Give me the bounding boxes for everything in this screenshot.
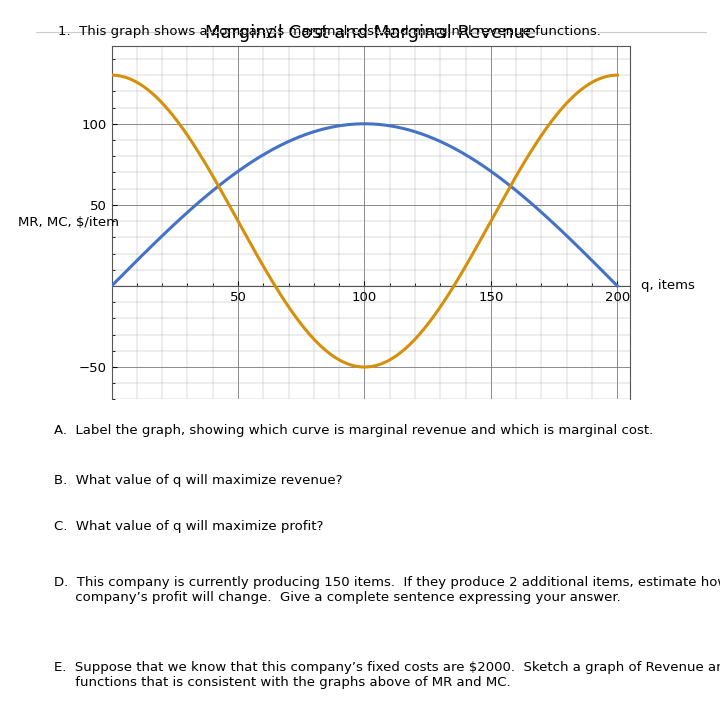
Text: MR, MC, $/item: MR, MC, $/item [18,216,119,229]
Title: Marginal Cost and Marginal Revenue: Marginal Cost and Marginal Revenue [205,23,536,42]
Text: 1.  This graph shows a company’s marginal cost and marginal revenue functions.: 1. This graph shows a company’s marginal… [58,25,600,37]
Text: q, items: q, items [641,279,695,293]
Text: E.  Suppose that we know that this company’s fixed costs are $2000.  Sketch a gr: E. Suppose that we know that this compan… [54,661,720,689]
Text: D.  This company is currently producing 150 items.  If they produce 2 additional: D. This company is currently producing 1… [54,576,720,604]
Text: A.  Label the graph, showing which curve is marginal revenue and which is margin: A. Label the graph, showing which curve … [54,424,653,437]
Text: C.  What value of q will maximize profit?: C. What value of q will maximize profit? [54,520,323,532]
Text: B.  What value of q will maximize revenue?: B. What value of q will maximize revenue… [54,474,343,486]
